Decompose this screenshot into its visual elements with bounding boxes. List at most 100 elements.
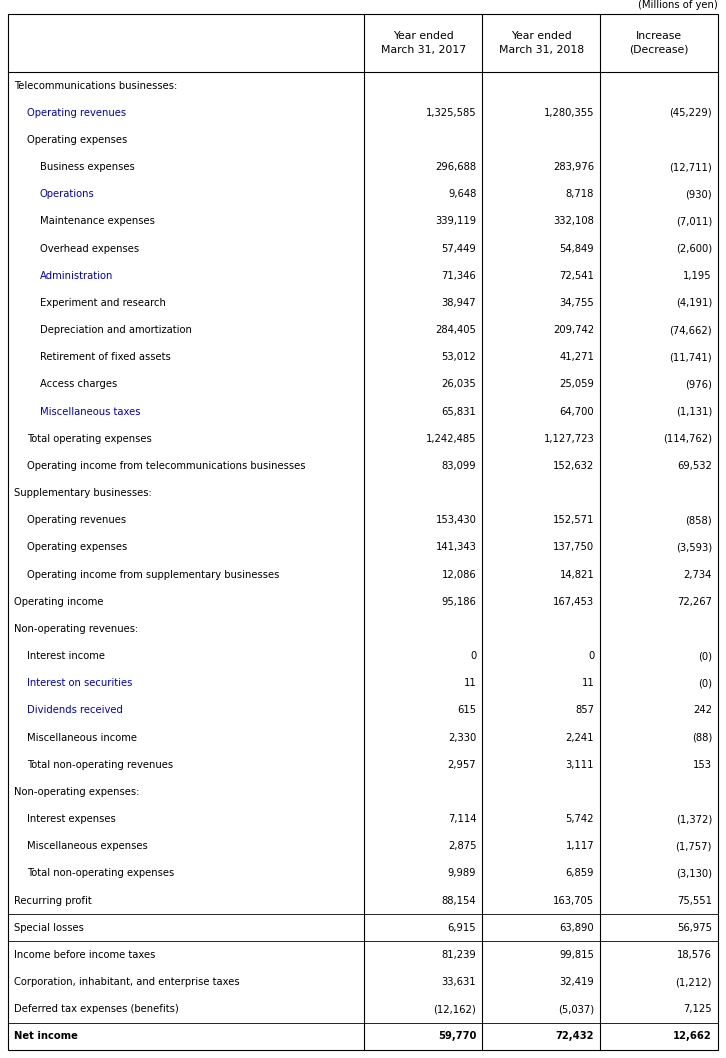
Text: 242: 242	[693, 706, 712, 715]
Text: Interest expenses: Interest expenses	[27, 814, 115, 824]
Text: 81,239: 81,239	[441, 950, 476, 960]
Text: 332,108: 332,108	[553, 217, 594, 226]
Text: 64,700: 64,700	[560, 406, 594, 417]
Text: Income before income taxes: Income before income taxes	[14, 950, 155, 960]
Text: 71,346: 71,346	[441, 271, 476, 280]
Text: 137,750: 137,750	[553, 543, 594, 552]
Text: 11: 11	[463, 678, 476, 689]
Text: Miscellaneous expenses: Miscellaneous expenses	[27, 841, 148, 852]
Text: 1,117: 1,117	[566, 841, 594, 852]
Text: 1,242,485: 1,242,485	[425, 434, 476, 443]
Text: Special losses: Special losses	[14, 923, 84, 933]
Text: 0: 0	[588, 651, 594, 661]
Text: (5,037): (5,037)	[558, 1004, 594, 1015]
Text: 25,059: 25,059	[559, 380, 594, 389]
Text: 296,688: 296,688	[435, 162, 476, 172]
Text: Depreciation and amortization: Depreciation and amortization	[40, 325, 192, 335]
Text: Operating income from supplementary businesses: Operating income from supplementary busi…	[27, 569, 280, 580]
Text: (1,757): (1,757)	[676, 841, 712, 852]
Text: 9,648: 9,648	[448, 189, 476, 199]
Text: 12,662: 12,662	[673, 1032, 712, 1041]
Text: 152,632: 152,632	[553, 461, 594, 471]
Text: 7,125: 7,125	[683, 1004, 712, 1015]
Text: (2,600): (2,600)	[676, 243, 712, 254]
Text: Telecommunications businesses:: Telecommunications businesses:	[14, 80, 177, 91]
Text: 32,419: 32,419	[560, 978, 594, 987]
Text: Supplementary businesses:: Supplementary businesses:	[14, 488, 152, 498]
Text: Operating income: Operating income	[14, 597, 104, 606]
Text: Operating expenses: Operating expenses	[27, 135, 127, 145]
Text: 6,859: 6,859	[566, 869, 594, 878]
Text: Dividends received: Dividends received	[27, 706, 123, 715]
Text: 75,551: 75,551	[677, 895, 712, 906]
Text: (0): (0)	[698, 678, 712, 689]
Text: 12,086: 12,086	[441, 569, 476, 580]
Text: 65,831: 65,831	[441, 406, 476, 417]
Text: Total operating expenses: Total operating expenses	[27, 434, 152, 443]
Text: (88): (88)	[692, 732, 712, 743]
Text: 26,035: 26,035	[441, 380, 476, 389]
Text: 6,915: 6,915	[448, 923, 476, 933]
Text: 69,532: 69,532	[677, 461, 712, 471]
Text: Operations: Operations	[40, 189, 95, 199]
Text: (12,711): (12,711)	[669, 162, 712, 172]
Text: 14,821: 14,821	[560, 569, 594, 580]
Text: 284,405: 284,405	[436, 325, 476, 335]
Text: Increase
(Decrease): Increase (Decrease)	[629, 32, 689, 55]
Text: Business expenses: Business expenses	[40, 162, 135, 172]
Text: Non-operating revenues:: Non-operating revenues:	[14, 624, 138, 634]
Text: (Millions of yen): (Millions of yen)	[638, 0, 718, 10]
Text: 163,705: 163,705	[553, 895, 594, 906]
Text: (930): (930)	[685, 189, 712, 199]
Text: (3,130): (3,130)	[676, 869, 712, 878]
Text: 18,576: 18,576	[677, 950, 712, 960]
Text: Overhead expenses: Overhead expenses	[40, 243, 139, 254]
Text: 167,453: 167,453	[553, 597, 594, 606]
Text: 88,154: 88,154	[441, 895, 476, 906]
Text: 2,241: 2,241	[566, 732, 594, 743]
Text: (12,162): (12,162)	[433, 1004, 476, 1015]
Text: (4,191): (4,191)	[676, 298, 712, 308]
Text: 1,325,585: 1,325,585	[425, 108, 476, 117]
Text: Operating expenses: Operating expenses	[27, 543, 127, 552]
Text: 2,330: 2,330	[448, 732, 476, 743]
Text: 38,947: 38,947	[441, 298, 476, 308]
Text: 8,718: 8,718	[566, 189, 594, 199]
Text: 57,449: 57,449	[441, 243, 476, 254]
Text: (7,011): (7,011)	[676, 217, 712, 226]
Text: 59,770: 59,770	[438, 1032, 476, 1041]
Text: 34,755: 34,755	[560, 298, 594, 308]
Text: Non-operating expenses:: Non-operating expenses:	[14, 787, 139, 797]
Text: Miscellaneous income: Miscellaneous income	[27, 732, 137, 743]
Text: (11,741): (11,741)	[669, 352, 712, 362]
Text: Administration: Administration	[40, 271, 113, 280]
Text: 1,195: 1,195	[683, 271, 712, 280]
Text: Total non-operating expenses: Total non-operating expenses	[27, 869, 174, 878]
Text: 33,631: 33,631	[441, 978, 476, 987]
Text: 63,890: 63,890	[560, 923, 594, 933]
Text: 152,571: 152,571	[552, 515, 594, 525]
Text: (1,131): (1,131)	[676, 406, 712, 417]
Text: 1,127,723: 1,127,723	[543, 434, 594, 443]
Text: Experiment and research: Experiment and research	[40, 298, 166, 308]
Text: (1,372): (1,372)	[676, 814, 712, 824]
Text: 2,734: 2,734	[684, 569, 712, 580]
Text: (976): (976)	[685, 380, 712, 389]
Text: 141,343: 141,343	[436, 543, 476, 552]
Text: (45,229): (45,229)	[669, 108, 712, 117]
Text: 2,957: 2,957	[448, 760, 476, 770]
Text: Total non-operating revenues: Total non-operating revenues	[27, 760, 173, 770]
Text: (114,762): (114,762)	[663, 434, 712, 443]
Text: Deferred tax expenses (benefits): Deferred tax expenses (benefits)	[14, 1004, 179, 1015]
Text: 283,976: 283,976	[553, 162, 594, 172]
Text: 83,099: 83,099	[441, 461, 476, 471]
Text: Corporation, inhabitant, and enterprise taxes: Corporation, inhabitant, and enterprise …	[14, 978, 240, 987]
Text: 72,541: 72,541	[559, 271, 594, 280]
Text: 857: 857	[575, 706, 594, 715]
Text: (0): (0)	[698, 651, 712, 661]
Text: Year ended
March 31, 2017: Year ended March 31, 2017	[381, 32, 466, 55]
Text: 53,012: 53,012	[441, 352, 476, 362]
Text: Operating income from telecommunications businesses: Operating income from telecommunications…	[27, 461, 306, 471]
Text: 153,430: 153,430	[436, 515, 476, 525]
Text: (1,212): (1,212)	[676, 978, 712, 987]
